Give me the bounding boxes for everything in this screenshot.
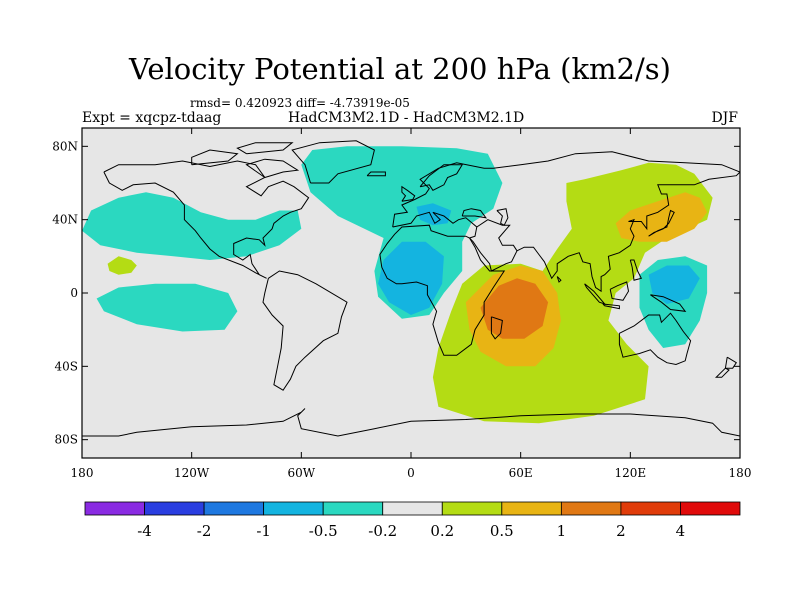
contour-region-4: [107, 256, 137, 275]
coastline-12: [419, 164, 464, 191]
chart-title: Velocity Potential at 200 hPa (km2/s): [129, 52, 671, 86]
coastline-18: [618, 312, 692, 366]
coastline-2: [262, 270, 348, 391]
colorbar-swatch-3: [263, 501, 324, 516]
x-tick-label-6: 180: [729, 466, 752, 480]
contour-region-0: [82, 192, 302, 260]
contour-region-2: [301, 146, 503, 319]
experiment-label: Expt = xqcpz-tdaag: [82, 110, 222, 126]
coastline-22: [82, 408, 740, 437]
y-tick-label-0: 80N: [52, 139, 78, 153]
coastline-1: [291, 140, 375, 184]
coastline-0: [103, 160, 310, 279]
contour-region-11: [648, 265, 700, 304]
coastline-25: [245, 158, 300, 178]
contour-region-1: [96, 283, 238, 332]
colorbar-label-2: -1: [256, 522, 271, 540]
coastline-10: [401, 185, 416, 202]
colorbar-swatch-9: [620, 501, 681, 516]
coastline-16: [650, 294, 687, 312]
colorbar-label-8: 2: [616, 522, 626, 540]
axis-ticks: 180 120W 60W 0 60E 120E 180 80N 40N 0 40S 80S: [52, 128, 751, 480]
y-tick-label-2: 0: [70, 286, 78, 300]
y-tick-label-3: 40S: [55, 359, 79, 373]
colorbar-label-6: 0.5: [490, 522, 514, 540]
coastline-8: [490, 316, 503, 340]
y-tick-label-1: 40N: [52, 213, 78, 227]
colorbar-label-0: -4: [137, 522, 152, 540]
coastline-7: [379, 224, 506, 356]
x-tick-label-1: 120W: [174, 466, 210, 480]
coastline-15: [602, 303, 620, 310]
coastline-27: [236, 142, 294, 155]
colorbar-swatch-10: [680, 501, 741, 516]
colorbar-label-4: -0.2: [368, 522, 397, 540]
colorbar-swatch-8: [560, 501, 622, 516]
coastline-11: [366, 171, 386, 177]
colorbar-label-9: 4: [676, 522, 686, 540]
colorbar-swatch-0: [84, 501, 145, 516]
colorbar-swatch-4: [322, 501, 384, 516]
coastline-6: [516, 171, 740, 293]
contour-region-9: [416, 203, 452, 226]
colorbar: -4 -2 -1 -0.5 -0.2 0.2 0.5 1 2 4: [84, 501, 741, 540]
season-label: DJF: [711, 110, 738, 126]
colorbar-label-7: 1: [557, 522, 567, 540]
stats-line: rmsd= 0.420923 diff= -4.73919e-05: [190, 96, 410, 110]
x-tick-label-5: 120E: [614, 466, 646, 480]
colorbar-swatch-1: [144, 501, 205, 516]
coastline-13: [609, 281, 630, 301]
colorbar-label-3: -0.5: [309, 522, 338, 540]
coastline-23: [496, 208, 509, 226]
model-comparison-label: HadCM3M2.1D - HadCM3M2.1D: [288, 110, 525, 126]
contour-regions: [82, 146, 713, 424]
x-tick-label-4: 60E: [509, 466, 533, 480]
coastline-4: [392, 211, 478, 239]
coastlines: [82, 140, 740, 437]
coastline-26: [191, 149, 239, 166]
coastline-24: [461, 208, 488, 219]
coastline-20: [714, 367, 730, 378]
y-tick-label-4: 80S: [55, 433, 79, 447]
coastline-21: [556, 276, 562, 283]
x-tick-label-0: 180: [71, 466, 94, 480]
coastline-17: [629, 259, 643, 281]
x-tick-label-2: 60W: [288, 466, 316, 480]
contour-region-6: [615, 192, 708, 242]
contour-region-8: [480, 278, 549, 339]
colorbar-swatch-2: [203, 501, 265, 516]
colorbar-swatch-6: [441, 501, 503, 516]
coastline-9: [648, 209, 675, 237]
colorbar-swatch-7: [501, 501, 562, 516]
colorbar-label-5: 0.2: [430, 522, 454, 540]
colorbar-swatch-5: [382, 501, 443, 516]
coastline-3: [392, 151, 740, 228]
coastline-14: [584, 283, 607, 306]
contour-region-10: [378, 241, 444, 315]
x-tick-label-3: 0: [407, 466, 415, 480]
colorbar-label-1: -2: [197, 522, 212, 540]
coastline-19: [724, 356, 738, 369]
